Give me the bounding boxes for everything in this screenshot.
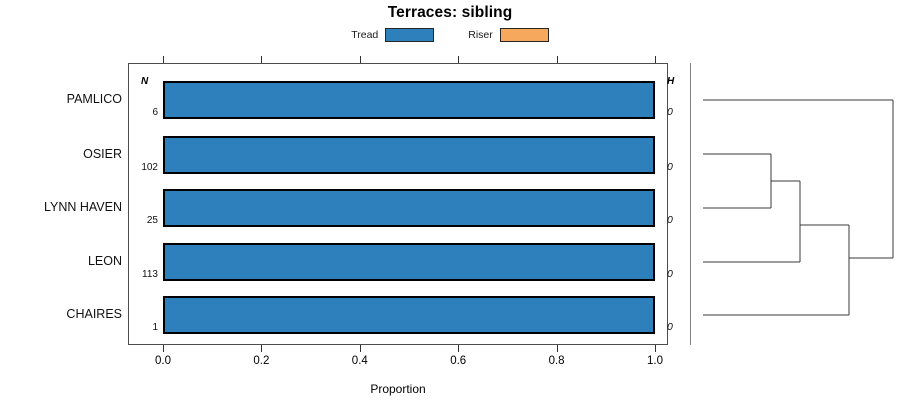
category-label-lynn-haven: LYNN HAVEN (43, 200, 122, 214)
n-value-chaires: 1 (152, 322, 158, 333)
category-label-pamlico: PAMLICO (66, 92, 122, 106)
n-value-osier: 102 (141, 162, 158, 173)
h-value-pamlico: 0 (667, 106, 673, 118)
category-label-leon: LEON (87, 254, 122, 268)
h-value-osier: 0 (667, 161, 673, 173)
h-value-lynn-haven: 0 (667, 214, 673, 226)
bar-segment-tread[interactable] (163, 81, 655, 119)
n-value-leon: 113 (142, 269, 158, 280)
bar-row (163, 189, 655, 227)
bar-segment-tread[interactable] (163, 136, 655, 174)
bar-row (163, 81, 655, 119)
chart-title: Terraces: sibling (387, 4, 513, 21)
n-value-lynn-haven: 25 (146, 215, 158, 226)
category-label-osier: OSIER (83, 147, 122, 161)
dendrogram (703, 99, 894, 316)
legend-label-riser: Riser (468, 29, 493, 41)
legend-label-tread: Tread (351, 29, 379, 41)
chart-legend: Tread Riser (0, 28, 900, 42)
category-label-chaires: CHAIRES (66, 307, 122, 321)
bar-segment-tread[interactable] (163, 189, 655, 227)
h-value-leon: 0 (667, 268, 673, 280)
x-axis-title: Proportion (370, 382, 426, 396)
bar-row (163, 136, 655, 174)
bar-row (163, 243, 655, 281)
legend-item-riser[interactable]: Riser (468, 28, 549, 42)
legend-item-tread[interactable]: Tread (351, 28, 435, 42)
category-axis-labels: PAMLICO OSIER LYNN HAVEN LEON CHAIRES (0, 0, 122, 420)
legend-swatch-tread (385, 28, 435, 42)
bar-row (163, 296, 655, 334)
legend-swatch-riser (499, 28, 549, 42)
h-value-chaires: 0 (667, 321, 673, 333)
dendrogram-separator (690, 63, 691, 345)
h-column-header: H (667, 76, 675, 87)
n-value-pamlico: 6 (152, 107, 158, 118)
bar-segment-tread[interactable] (163, 243, 655, 281)
bar-segment-tread[interactable] (163, 296, 655, 334)
n-column-header: N (141, 76, 149, 87)
